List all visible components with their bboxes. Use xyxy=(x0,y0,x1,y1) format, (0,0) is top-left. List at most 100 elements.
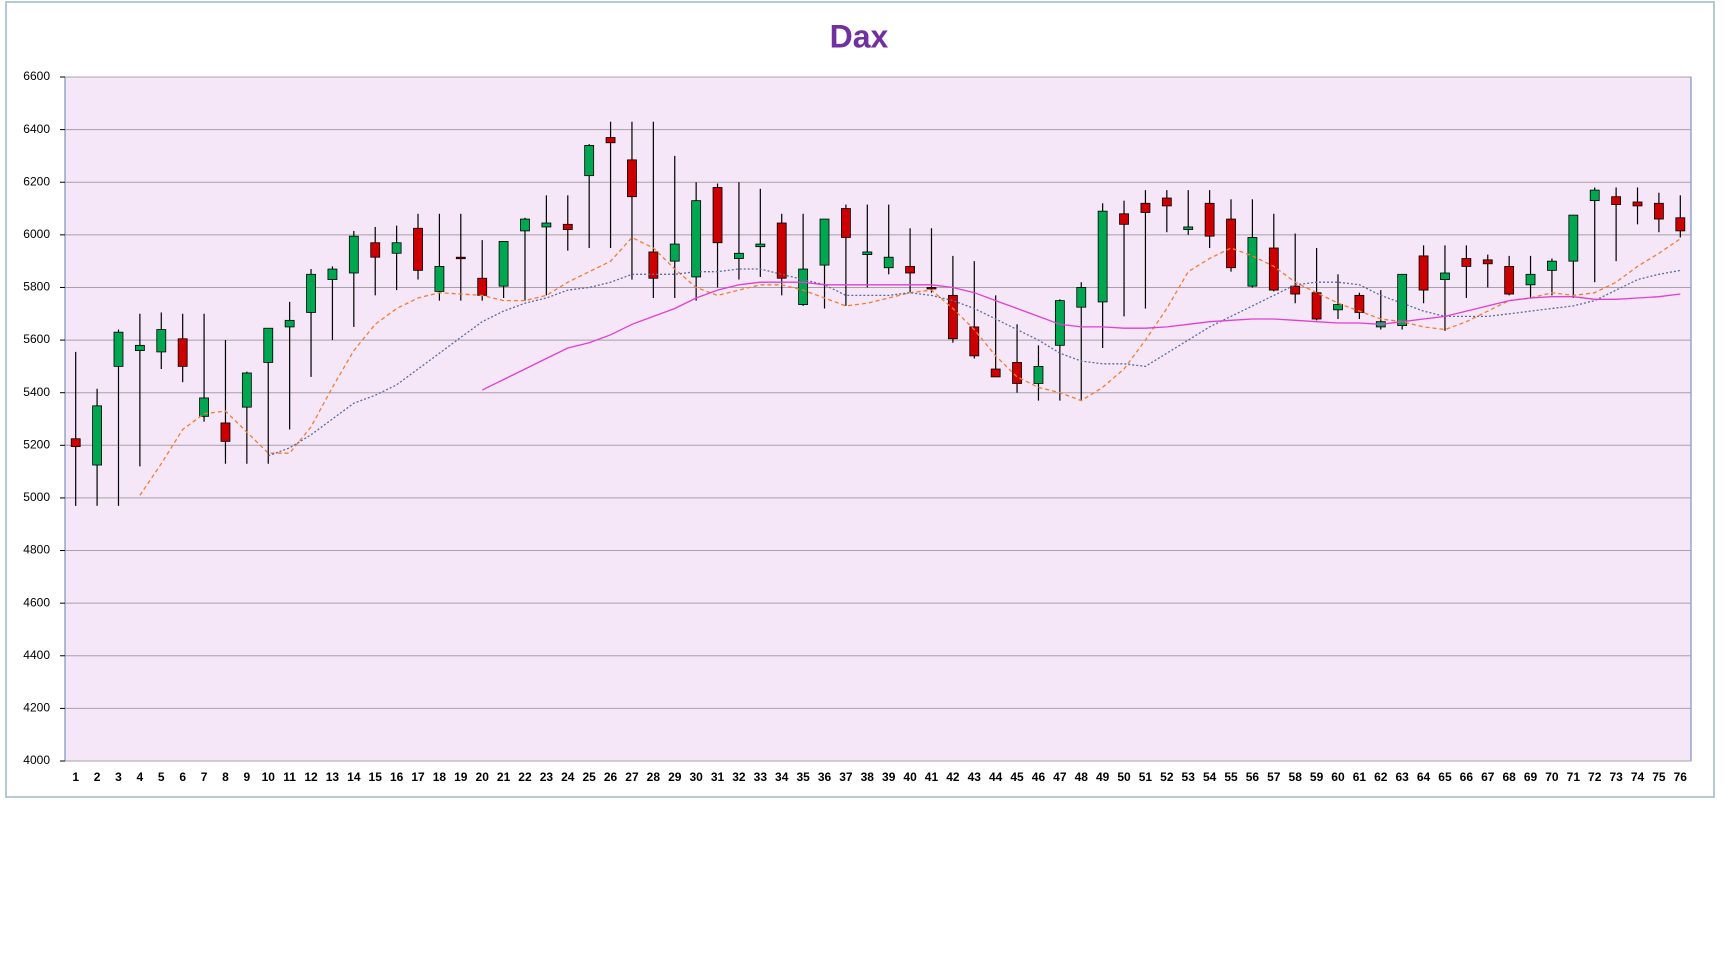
candle-body xyxy=(1183,226,1194,230)
x-tick-label: 69 xyxy=(1524,770,1538,784)
x-tick-label: 31 xyxy=(711,770,725,784)
candle-body xyxy=(1119,213,1129,225)
candle-body xyxy=(1076,287,1087,308)
candle-body xyxy=(1632,201,1643,207)
y-tick-label: 6000 xyxy=(23,227,50,241)
x-tick-label: 45 xyxy=(1010,770,1024,784)
candle-body xyxy=(1033,365,1044,384)
x-tick-label: 61 xyxy=(1353,770,1367,784)
x-tick-label: 62 xyxy=(1374,770,1388,784)
candle-body xyxy=(648,251,659,279)
candle-body xyxy=(926,287,937,290)
x-tick-label: 12 xyxy=(304,770,318,784)
candle-body xyxy=(370,242,381,258)
x-tick-label: 21 xyxy=(497,770,511,784)
chart-title: Dax xyxy=(830,18,889,54)
x-tick-label: 19 xyxy=(454,770,468,784)
x-tick-label: 20 xyxy=(476,770,490,784)
y-tick-label: 4400 xyxy=(23,648,50,662)
x-tick-label: 30 xyxy=(689,770,703,784)
x-tick-label: 48 xyxy=(1075,770,1089,784)
y-tick-label: 4200 xyxy=(23,701,50,715)
x-tick-label: 71 xyxy=(1567,770,1581,784)
x-tick-label: 72 xyxy=(1588,770,1602,784)
x-tick-label: 1 xyxy=(72,770,79,784)
y-tick-label: 4000 xyxy=(23,753,50,767)
x-tick-label: 29 xyxy=(668,770,682,784)
candle-body xyxy=(434,266,445,292)
x-tick-label: 6 xyxy=(179,770,186,784)
candle-body xyxy=(1333,304,1343,311)
x-tick-label: 53 xyxy=(1182,770,1196,784)
candle-body xyxy=(883,256,894,269)
x-tick-label: 13 xyxy=(326,770,340,784)
candle-body xyxy=(990,368,1001,378)
candle-body xyxy=(1290,285,1301,295)
candle-body xyxy=(241,372,252,408)
x-tick-label: 46 xyxy=(1032,770,1046,784)
candle-body xyxy=(1482,259,1493,265)
y-tick-label: 5200 xyxy=(23,437,50,451)
x-tick-label: 56 xyxy=(1246,770,1260,784)
x-tick-label: 15 xyxy=(369,770,383,784)
candle-body xyxy=(947,294,958,340)
candle-body xyxy=(477,277,488,296)
x-tick-label: 8 xyxy=(222,770,229,784)
moving-average-line xyxy=(139,236,1681,496)
candle-body xyxy=(1161,197,1172,207)
candle-body xyxy=(1568,214,1579,262)
y-tick-label: 5000 xyxy=(23,490,50,504)
candle-body xyxy=(541,222,552,228)
candle-body xyxy=(1097,210,1108,303)
x-tick-label: 42 xyxy=(946,770,960,784)
candle-body xyxy=(862,251,873,255)
candle-body xyxy=(1525,273,1536,286)
candle-body xyxy=(263,327,274,363)
x-tick-label: 11 xyxy=(283,770,296,784)
x-tick-label: 41 xyxy=(925,770,939,784)
candle-body xyxy=(1247,237,1258,287)
candle-body xyxy=(798,268,809,305)
x-tick-label: 25 xyxy=(582,770,596,784)
x-tick-label: 47 xyxy=(1053,770,1067,784)
x-tick-label: 16 xyxy=(390,770,404,784)
plot-area xyxy=(64,76,1692,762)
candle-body xyxy=(327,268,338,280)
candle-body xyxy=(1504,266,1515,295)
candle-body xyxy=(1418,255,1429,291)
candle-body xyxy=(605,137,616,144)
candle-body xyxy=(306,273,316,313)
x-tick-label: 68 xyxy=(1502,770,1516,784)
candle-body xyxy=(1226,218,1236,269)
candle-body xyxy=(1204,202,1215,237)
x-tick-label: 39 xyxy=(882,770,896,784)
candle-body xyxy=(70,438,81,448)
x-tick-label: 59 xyxy=(1310,770,1324,784)
candle-body xyxy=(1140,202,1151,213)
candle-body xyxy=(220,422,231,442)
y-tick-label: 4800 xyxy=(23,543,50,557)
x-tick-label: 3 xyxy=(115,770,122,784)
x-tick-label: 9 xyxy=(244,770,251,784)
candle-body xyxy=(1654,202,1664,220)
candle-body xyxy=(92,405,102,466)
y-tick-label: 6400 xyxy=(23,122,50,136)
x-tick-label: 76 xyxy=(1674,770,1688,784)
candle-body xyxy=(1611,196,1622,205)
y-tick-label: 5800 xyxy=(23,280,50,294)
x-tick-label: 26 xyxy=(604,770,618,784)
candle-body xyxy=(177,338,188,367)
x-tick-label: 10 xyxy=(262,770,276,784)
candle-body xyxy=(156,329,167,353)
candle-body xyxy=(776,222,787,279)
x-tick-label: 7 xyxy=(201,770,208,784)
x-tick-label: 58 xyxy=(1289,770,1303,784)
y-tick-label: 4600 xyxy=(23,595,50,609)
x-tick-label: 74 xyxy=(1631,770,1645,784)
candle-body xyxy=(455,256,466,260)
y-tick-label: 6600 xyxy=(23,69,50,83)
x-tick-label: 37 xyxy=(839,770,853,784)
x-tick-label: 67 xyxy=(1481,770,1495,784)
x-tick-label: 18 xyxy=(433,770,447,784)
